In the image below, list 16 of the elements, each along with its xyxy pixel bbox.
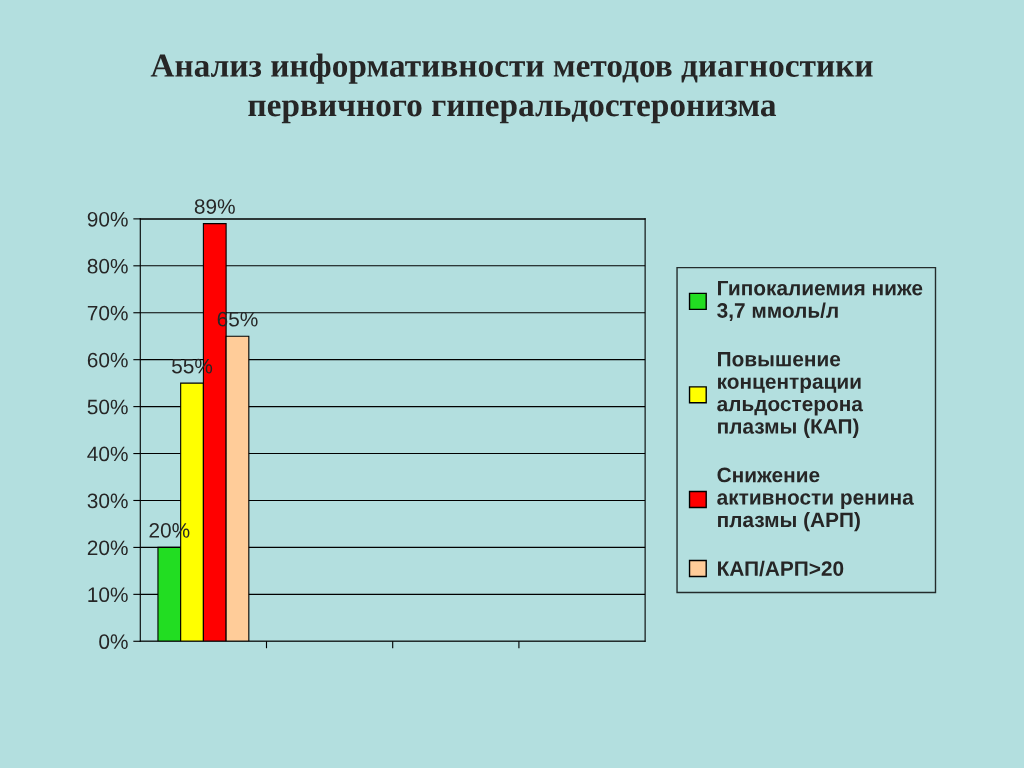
y-tick-label: 40%	[87, 446, 128, 462]
legend-label: Гипокалиемия ниже 3,7 ммоль/л	[717, 280, 923, 321]
y-tick-label: 50%	[87, 399, 128, 415]
y-tick-label: 80%	[87, 258, 128, 274]
legend-label: Повышение концентрации альдостерона плазмы (КАП)	[717, 351, 864, 438]
y-tick-label: 20%	[87, 540, 128, 556]
y-tick-label: 10%	[88, 587, 128, 603]
y-tick-label: 60%	[87, 352, 128, 368]
y-tick-label: 0%	[99, 634, 128, 650]
y-tick-label: 30%	[87, 493, 128, 509]
legend-label: Снижение активности ренина плазмы (АРП)	[717, 467, 914, 532]
data-label: 89%	[194, 199, 235, 214]
chart-title: Анализ информативности методов диагностики первичного гиперальдостеронизма	[150, 53, 873, 124]
y-tick-label: 90%	[87, 211, 128, 227]
y-tick-label: 70%	[87, 305, 128, 321]
legend-label: КАП/АРП>20	[718, 560, 844, 577]
